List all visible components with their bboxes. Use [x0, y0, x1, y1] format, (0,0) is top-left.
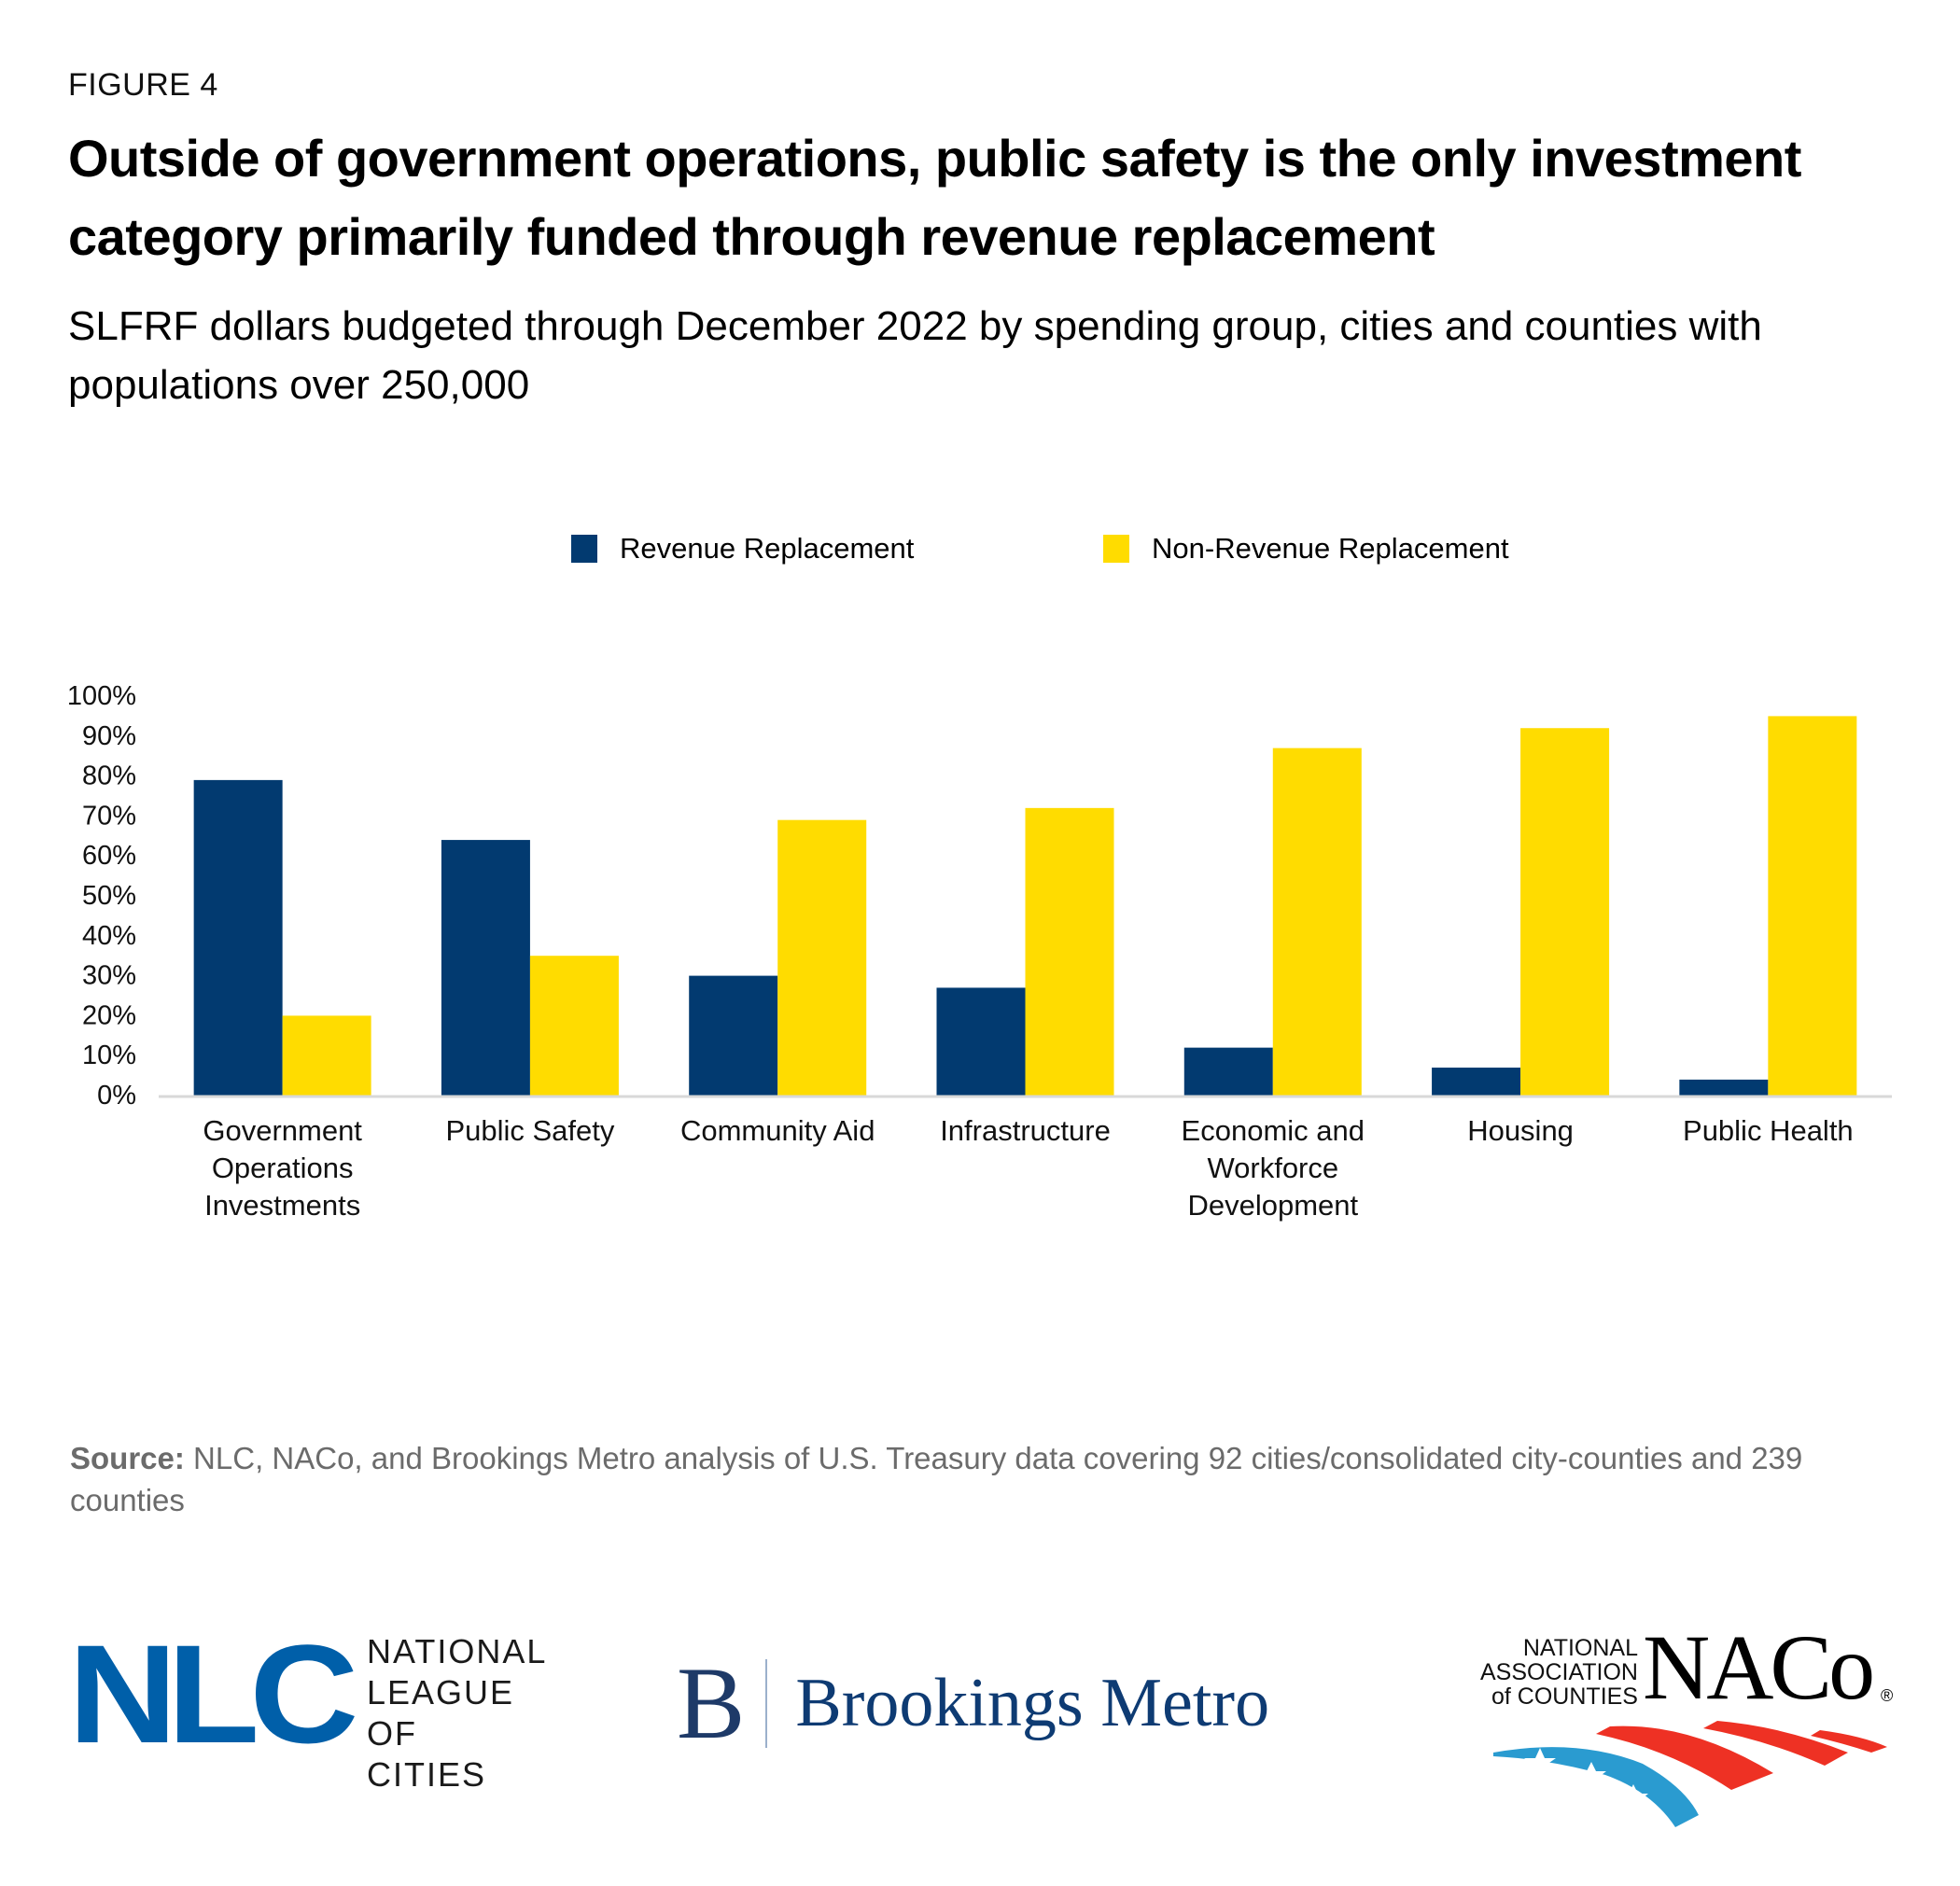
y-tick-label: 90% — [82, 721, 136, 751]
naco-logo: NATIONAL ASSOCIATION of COUNTIES NACo ® — [1475, 1621, 1904, 1834]
bar-chart: 0% 10% 20% 30% 40% 50% 60% 70% 80% 90% 100% Govern… — [67, 681, 1892, 1222]
bar-non-revenue-replacement: Community Aid — Non-Revenue Replacement:… — [777, 819, 867, 1096]
bar-revenue-replacement: Government Operations Investments — Reve… — [193, 779, 283, 1096]
figure-label: FIGURE 4 — [68, 67, 218, 103]
x-category-label: Economic and Workforce Development — [1182, 1114, 1365, 1222]
legend-swatch-non-revenue-replacement — [1103, 535, 1129, 563]
y-axis: 0% 10% 20% 30% 40% 50% 60% 70% 80% 90% 100% — [67, 681, 136, 1111]
source-label: Source: — [70, 1441, 185, 1475]
bars: Government Operations Investments — Reve… — [193, 716, 1857, 1096]
registered-mark: ® — [1881, 1686, 1894, 1705]
bar-non-revenue-replacement: Public Health — Non-Revenue Replacement:… — [1768, 716, 1857, 1096]
source-note: Source: NLC, NACo, and Brookings Metro a… — [70, 1437, 1890, 1521]
source-text: NLC, NACo, and Brookings Metro analysis … — [70, 1441, 1803, 1517]
brookings-logo-wordmark: Brookings Metro — [795, 1665, 1270, 1741]
y-tick-label: 10% — [82, 1041, 136, 1070]
bar-non-revenue-replacement: Economic and Workforce Development — Non… — [1272, 747, 1362, 1096]
bar-revenue-replacement: Community Aid — Revenue Replacement: 30% — [689, 975, 778, 1096]
nlc-line: OF CITIES — [367, 1714, 487, 1794]
legend-swatch-revenue-replacement — [571, 535, 597, 563]
legend-item-revenue-replacement: Revenue Replacement — [571, 532, 914, 566]
naco-line: NATIONAL — [1522, 1635, 1638, 1661]
y-tick-label: 100% — [67, 681, 136, 711]
legend-label: Revenue Replacement — [620, 532, 915, 565]
brookings-logo-mark: B — [677, 1646, 746, 1760]
naco-line: of COUNTIES — [1491, 1683, 1638, 1710]
bar-non-revenue-replacement: Government Operations Investments — Non-… — [282, 1015, 371, 1096]
nlc-logo-mark: NLC — [68, 1615, 358, 1772]
y-tick-label: 70% — [82, 801, 136, 831]
bar-revenue-replacement: Economic and Workforce Development — Rev… — [1183, 1047, 1273, 1096]
x-category-label: Infrastructure — [940, 1114, 1111, 1147]
nlc-line: LEAGUE — [367, 1673, 515, 1711]
y-tick-label: 20% — [82, 1000, 136, 1030]
x-category-label: Housing — [1467, 1114, 1574, 1147]
y-tick-label: 30% — [82, 961, 136, 991]
bar-revenue-replacement: Public Health — Revenue Replacement: 4% — [1679, 1079, 1769, 1096]
chart-title: Outside of government operations, public… — [68, 129, 1801, 266]
bar-revenue-replacement: Infrastructure — Revenue Replacement: 27… — [936, 987, 1026, 1096]
x-category-label: Community Aid — [680, 1114, 875, 1147]
bar-revenue-replacement: Housing — Revenue Replacement: 7% — [1432, 1068, 1521, 1096]
x-category-label: Government Operations Investments — [203, 1114, 362, 1222]
y-tick-label: 60% — [82, 841, 136, 871]
naco-logo-wordmark: NATIONAL ASSOCIATION of COUNTIES — [1475, 1636, 1638, 1709]
bar-revenue-replacement: Public Safety — Revenue Replacement: 64% — [441, 840, 530, 1096]
y-tick-label: 40% — [82, 921, 136, 951]
x-category-label: Public Safety — [445, 1114, 614, 1147]
brookings-metro-logo: B Brookings Metro — [677, 1652, 1269, 1754]
x-axis: Government Operations Investments Public Sa… — [203, 1114, 1853, 1222]
y-tick-label: 0% — [97, 1081, 136, 1111]
y-tick-label: 80% — [82, 761, 136, 791]
brookings-logo-divider — [765, 1658, 768, 1748]
chart-subtitle: SLFRF dollars budgeted through December … — [68, 303, 1762, 408]
bar-non-revenue-replacement: Public Safety — Non-Revenue Replacement:… — [529, 956, 619, 1096]
bar-non-revenue-replacement: Infrastructure — Non-Revenue Replacement… — [1025, 807, 1114, 1096]
bar-non-revenue-replacement: Housing — Non-Revenue Replacement: 92% — [1520, 728, 1610, 1096]
x-category-label: Public Health — [1683, 1114, 1854, 1147]
nlc-logo-wordmark: NATIONAL LEAGUE OF CITIES — [367, 1631, 547, 1795]
naco-line: ASSOCIATION — [1479, 1659, 1638, 1685]
legend-item-non-revenue-replacement: Non-Revenue Replacement — [1103, 532, 1509, 566]
nlc-logo: NLC NATIONAL LEAGUE OF CITIES — [68, 1624, 545, 1794]
naco-logo-mark: NACo — [1643, 1615, 1875, 1719]
naco-flag-swoosh-icon — [1493, 1721, 1887, 1827]
y-tick-label: 50% — [82, 881, 136, 911]
legend-label: Non-Revenue Replacement — [1152, 532, 1509, 565]
nlc-line: NATIONAL — [367, 1632, 548, 1670]
